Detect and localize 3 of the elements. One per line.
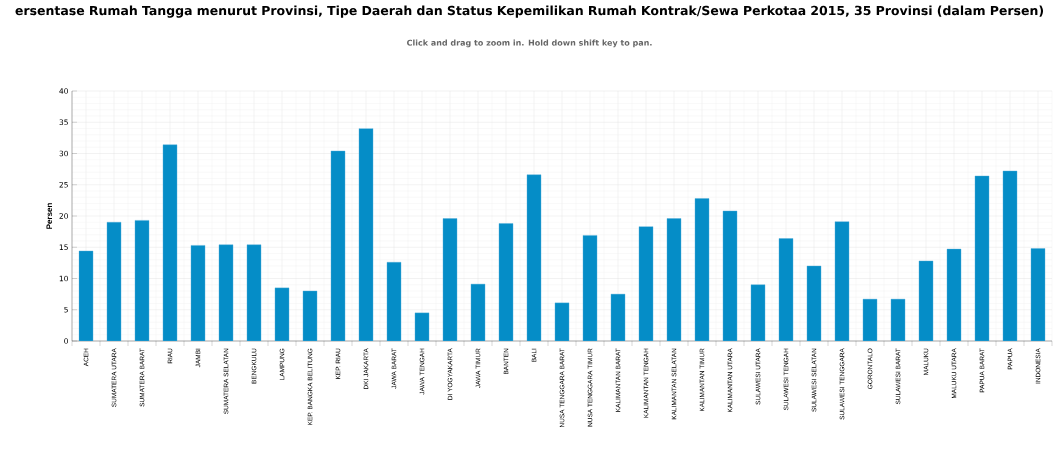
y-axis-title: Persen bbox=[46, 203, 53, 229]
chart-title: ersentase Rumah Tangga menurut Provinsi, Tipe Daerah dan Status Kepemilikan Rumah Kontrak/Sewa Perkotaa 2015, 35 Provinsi (dalam Persen) bbox=[15, 5, 1044, 18]
chart-subtitle: Click and drag to zoom in. Hold down shift key to pan. bbox=[407, 39, 652, 48]
